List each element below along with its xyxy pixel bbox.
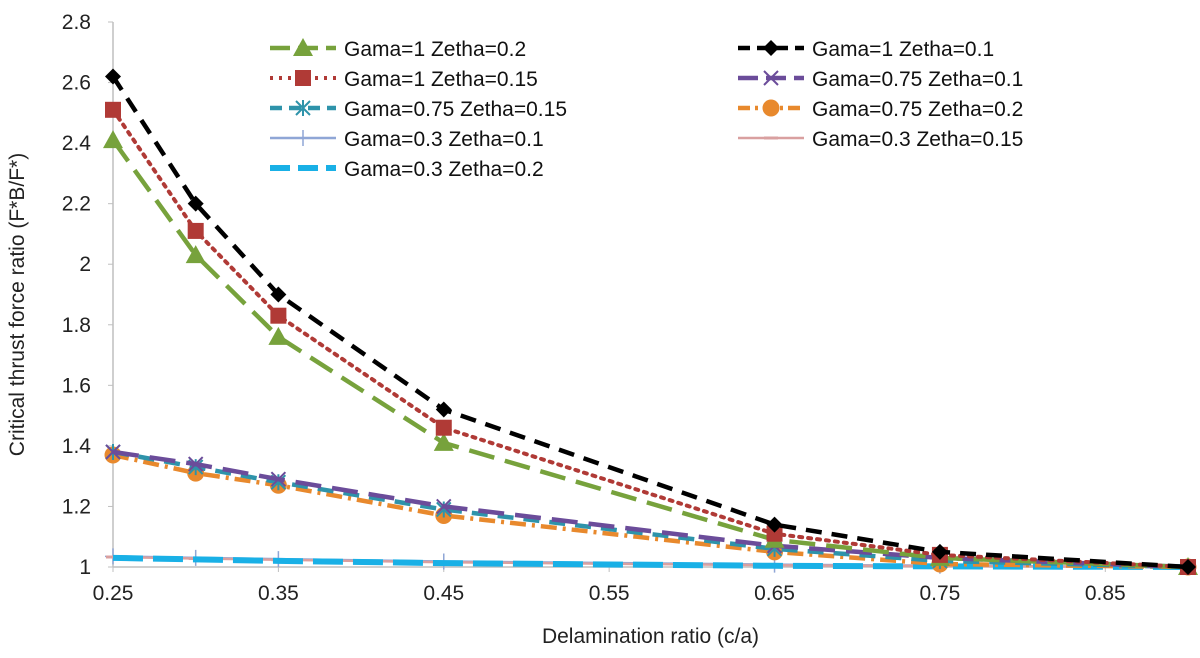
series-3 <box>105 444 1196 575</box>
legend-item: Gama=0.3 Zetha=0.15 <box>738 128 1023 151</box>
legend-label: Gama=0.3 Zetha=0.15 <box>812 128 1023 151</box>
data-point <box>762 99 780 117</box>
x-tick-label: 0.85 <box>1085 582 1126 605</box>
data-point <box>435 401 452 418</box>
data-point <box>763 70 779 86</box>
data-point <box>1180 559 1196 575</box>
y-tick-label: 2.2 <box>62 193 91 216</box>
legend-item: Gama=0.3 Zetha=0.2 <box>270 158 544 181</box>
series-line <box>112 449 1189 570</box>
y-tick-label: 2.8 <box>62 11 91 34</box>
y-tick-label: 2.6 <box>62 72 91 95</box>
y-tick-label: 2.4 <box>62 132 92 155</box>
data-point <box>270 307 287 324</box>
data-point <box>185 245 206 264</box>
legend-item: Gama=0.75 Zetha=0.15 <box>270 98 567 121</box>
data-point <box>435 419 452 436</box>
data-point <box>295 130 311 146</box>
legend-item: Gama=0.75 Zetha=0.2 <box>738 98 1023 121</box>
data-point <box>433 432 454 451</box>
series-4 <box>105 443 1196 575</box>
y-axis-title: Critical thrust force ratio (F*B/F*) <box>6 153 29 456</box>
x-tick-label: 0.75 <box>919 582 960 605</box>
data-point <box>187 456 204 472</box>
y-tick-label: 1.4 <box>62 435 92 458</box>
data-point <box>293 38 313 56</box>
data-point <box>295 100 311 116</box>
legend-item: Gama=1 Zetha=0.15 <box>270 68 538 91</box>
series-lines <box>103 68 1198 576</box>
data-point <box>763 40 779 56</box>
legend-label: Gama=1 Zetha=0.2 <box>344 38 526 61</box>
series-0 <box>103 130 1198 575</box>
data-point <box>270 471 287 487</box>
x-tick-label: 0.65 <box>754 582 795 605</box>
legend: Gama=1 Zetha=0.2 Gama=1 Zetha=0.15 Gama=0.… <box>270 38 1023 181</box>
legend-label: Gama=0.75 Zetha=0.15 <box>344 98 567 121</box>
series-5 <box>104 446 1197 576</box>
x-axis-title: Delamination ratio (c/a) <box>542 625 759 648</box>
y-tick-label: 1.6 <box>62 374 91 397</box>
data-point <box>766 516 783 533</box>
x-tick-label: 0.25 <box>93 582 134 605</box>
legend-label: Gama=0.75 Zetha=0.1 <box>812 68 1023 91</box>
legend-label: Gama=0.3 Zetha=0.1 <box>344 128 544 151</box>
data-point <box>270 286 287 303</box>
legend-item: Gama=0.75 Zetha=0.1 <box>738 68 1023 91</box>
legend-item: Gama=0.3 Zetha=0.1 <box>270 128 544 151</box>
data-point <box>931 543 948 560</box>
series-1 <box>105 68 1196 575</box>
y-tick-label: 1.8 <box>62 314 91 337</box>
legend-label: Gama=1 Zetha=0.15 <box>344 68 538 91</box>
data-point <box>187 195 204 212</box>
legend-item: Gama=1 Zetha=0.1 <box>738 38 994 61</box>
data-point <box>268 326 289 345</box>
legend-item: Gama=1 Zetha=0.2 <box>270 38 526 61</box>
data-point <box>105 68 121 85</box>
series-line <box>112 449 1189 570</box>
legend-label: Gama=0.3 Zetha=0.2 <box>344 158 544 181</box>
x-tick-label: 0.45 <box>423 582 464 605</box>
data-point <box>295 70 311 86</box>
data-point <box>105 444 121 460</box>
y-tick-label: 1 <box>79 556 91 579</box>
series-line <box>112 452 1189 570</box>
legend-label: Gama=1 Zetha=0.1 <box>812 38 994 61</box>
y-tick-label: 1.2 <box>62 495 91 518</box>
data-point <box>105 101 121 118</box>
data-point <box>766 525 783 542</box>
data-point <box>103 130 123 149</box>
x-tick-label: 0.55 <box>589 582 630 605</box>
x-tick-label: 0.35 <box>258 582 299 605</box>
axes: 0.25 0.35 0.45 0.55 0.65 0.75 0.85 1 1.2 1.4 1.6 1.… <box>62 11 1188 605</box>
data-point <box>436 498 452 515</box>
legend-label: Gama=0.75 Zetha=0.2 <box>812 98 1023 121</box>
series-line <box>111 138 1189 570</box>
y-tick-label: 2 <box>79 253 91 276</box>
data-point <box>187 222 204 239</box>
